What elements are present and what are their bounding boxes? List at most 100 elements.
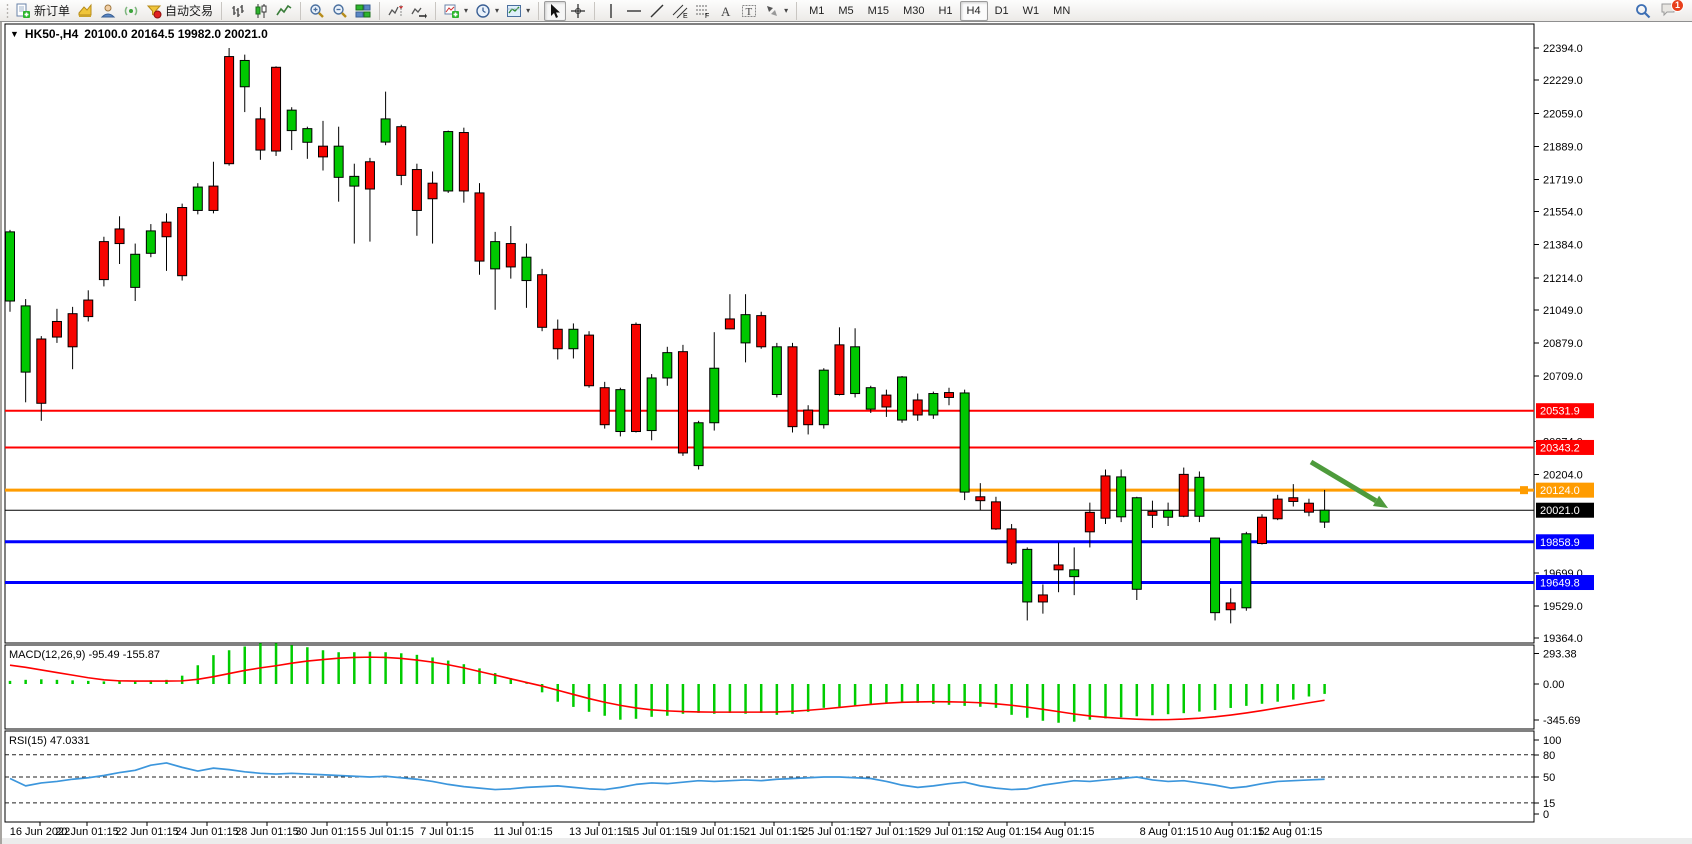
line-chart-icon: [276, 4, 292, 15]
timeframe-D1[interactable]: D1: [994, 4, 1009, 17]
svg-text:21554.0: 21554.0: [1543, 207, 1583, 219]
svg-text:T: T: [746, 6, 753, 18]
timeframe-H1[interactable]: H1: [938, 4, 953, 17]
timeframe-W1[interactable]: W1: [1022, 4, 1040, 17]
indicators-icon: [444, 4, 460, 18]
svg-text:22229.0: 22229.0: [1543, 75, 1583, 87]
window-bottom-edge: [2, 838, 1692, 844]
auto-scroll-icon: [411, 7, 428, 18]
svg-text:2 Aug 01:15: 2 Aug 01:15: [978, 826, 1037, 838]
fibonacci-tool[interactable]: F: [692, 1, 714, 21]
toolbar-grip: [6, 2, 9, 19]
search-button[interactable]: [1632, 1, 1654, 21]
crosshair-icon: [571, 3, 586, 18]
bar-chart-button[interactable]: [227, 1, 249, 21]
svg-text:19 Jul 01:15: 19 Jul 01:15: [685, 826, 745, 838]
svg-text:11 Jul 01:15: 11 Jul 01:15: [493, 826, 552, 838]
dropdown-caret-icon: ▾: [526, 6, 531, 15]
auto-trading-icon: [146, 5, 162, 18]
svg-text:15 Jul 01:15: 15 Jul 01:15: [627, 826, 687, 838]
vertical-line-icon: [610, 3, 612, 18]
svg-text:21384.0: 21384.0: [1543, 240, 1583, 252]
timeframe-H4[interactable]: H4: [959, 0, 988, 21]
cursor-icon: [551, 3, 561, 18]
zoom-in-button[interactable]: [306, 1, 328, 21]
chevron-down-icon: ▼: [10, 29, 19, 39]
svg-text:7 Jul 01:15: 7 Jul 01:15: [420, 826, 474, 838]
trendline-tool[interactable]: [646, 1, 668, 21]
periods-button[interactable]: ▾: [472, 1, 502, 21]
svg-text:8 Aug 01:15: 8 Aug 01:15: [1140, 826, 1199, 838]
svg-text:24 Jun 01:15: 24 Jun 01:15: [175, 826, 239, 838]
text-label-icon: T: [742, 4, 757, 18]
svg-text:100: 100: [1543, 735, 1561, 747]
dropdown-caret-icon: ▾: [784, 6, 789, 15]
bar-chart-icon: [232, 4, 245, 17]
zoom-out-icon: [333, 3, 347, 18]
templates-button[interactable]: ▾: [503, 1, 533, 21]
cursor-tool-button[interactable]: [544, 0, 567, 21]
svg-text:0.00: 0.00: [1543, 679, 1564, 691]
indicators-button[interactable]: ▾: [441, 1, 471, 21]
timeframe-M15[interactable]: M15: [867, 4, 890, 17]
zoom-out-button[interactable]: [329, 1, 351, 21]
toolbar-separator: [379, 1, 381, 20]
svg-text:20204.0: 20204.0: [1543, 470, 1583, 482]
svg-text:21719.0: 21719.0: [1543, 174, 1583, 186]
svg-text:19364.0: 19364.0: [1543, 633, 1583, 645]
svg-text:13 Jul 01:15: 13 Jul 01:15: [569, 826, 629, 838]
notifications-button[interactable]: 1: [1660, 0, 1684, 21]
svg-text:293.38: 293.38: [1543, 648, 1577, 660]
svg-text:22 Jun 01:15: 22 Jun 01:15: [115, 826, 179, 838]
text-tool[interactable]: A: [715, 1, 737, 21]
timeframe-M30[interactable]: M30: [903, 4, 925, 17]
svg-text:20124.0: 20124.0: [1540, 485, 1580, 497]
signal-button[interactable]: [120, 1, 142, 21]
text-label-tool[interactable]: T: [738, 1, 760, 21]
svg-text:50: 50: [1543, 772, 1555, 784]
profile-icon: [100, 4, 116, 17]
toolbar-separator: [538, 1, 540, 20]
timeframe-M1[interactable]: M1: [809, 4, 825, 17]
periods-clock-icon: [476, 3, 490, 18]
arrows-icon: [767, 5, 778, 16]
horizontal-line-icon: [627, 9, 642, 12]
line-chart-button[interactable]: [273, 1, 295, 21]
auto-trading-label: 自动交易: [165, 4, 214, 18]
chart-canvas[interactable]: 22394.0 22229.0 22059.0 21889.0 21719.0 21554…: [2, 22, 1692, 844]
new-chart-icon: [78, 3, 92, 17]
arrows-tool[interactable]: ▾: [761, 1, 791, 21]
crosshair-tool-button[interactable]: [567, 1, 589, 21]
svg-text:20 Jun 01:15: 20 Jun 01:15: [55, 826, 119, 838]
rsi-indicator-label: RSI(15) 47.0331: [9, 735, 90, 747]
notification-badge: 1: [1670, 0, 1684, 12]
search-icon: [1636, 3, 1651, 18]
trendline-icon: [650, 4, 664, 17]
chart-symbol-selector[interactable]: ▼ HK50-,H4 20100.0 20164.5 19982.0 20021…: [10, 27, 268, 41]
auto-scroll-button[interactable]: [408, 1, 430, 21]
svg-text:27 Jul 01:15: 27 Jul 01:15: [860, 826, 920, 838]
timeframe-MN[interactable]: MN: [1053, 4, 1071, 17]
candlestick-chart-button[interactable]: [250, 1, 272, 21]
text-icon: A: [721, 4, 731, 19]
vertical-line-tool[interactable]: [600, 1, 622, 21]
svg-text:20343.2: 20343.2: [1540, 442, 1580, 454]
profile-button[interactable]: [97, 1, 119, 21]
svg-text:20021.0: 20021.0: [1540, 505, 1580, 517]
auto-trading-button[interactable]: 自动交易: [143, 1, 216, 21]
svg-text:E: E: [683, 13, 688, 19]
svg-text:15: 15: [1543, 798, 1555, 810]
chart-symbol-period: HK50-,H4: [24, 27, 79, 41]
new-order-button[interactable]: 新订单: [12, 1, 73, 21]
svg-text:21 Jul 01:15: 21 Jul 01:15: [744, 826, 804, 838]
equidistant-channel-tool[interactable]: E: [669, 1, 691, 21]
tile-windows-button[interactable]: [352, 1, 374, 21]
timeframe-M5[interactable]: M5: [838, 4, 854, 17]
equidistant-channel-icon: E: [672, 4, 688, 19]
chart-shift-icon: [388, 4, 404, 16]
new-chart-button[interactable]: [74, 1, 96, 21]
new-order-icon: [16, 3, 30, 18]
svg-text:F: F: [705, 13, 709, 19]
horizontal-line-tool[interactable]: [623, 1, 645, 21]
chart-shift-button[interactable]: [385, 1, 407, 21]
